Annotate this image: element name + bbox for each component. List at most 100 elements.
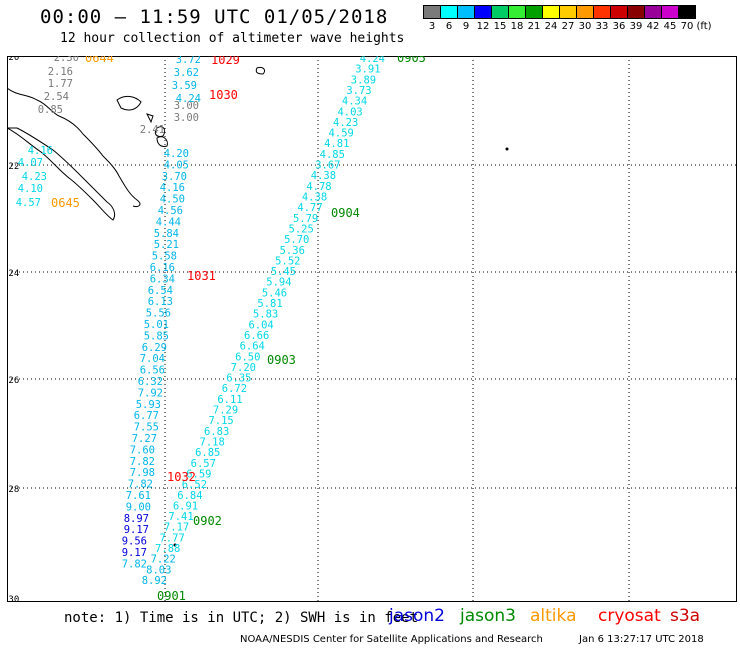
wave-height-label-left: 4.23 — [22, 171, 47, 183]
wave-height-label-track1: 3.72 — [176, 56, 201, 66]
wave-height-label-track2: 8.92 — [142, 575, 167, 587]
wave-height-label-track1: 9.00 — [126, 501, 151, 513]
wave-height-label-track1: 9.17 — [122, 547, 147, 559]
wave-height-label-track1: 6.77 — [134, 410, 159, 422]
wave-height-label-track2: 7.15 — [208, 415, 233, 427]
coastline — [116, 95, 142, 111]
wave-height-label-track2: 6.11 — [217, 394, 242, 406]
wave-height-label-left: 4.07 — [18, 157, 43, 169]
colorbar-swatch — [576, 5, 594, 19]
footer-credit: NOAA/NESDIS Center for Satellite Applica… — [240, 634, 543, 645]
page-title: 00:00 – 11:59 UTC 01/05/2018 — [40, 6, 389, 28]
wave-height-label-track1: 6.16 — [150, 262, 175, 274]
coastline — [255, 67, 266, 75]
colorbar-tick-label: 33 — [595, 21, 609, 32]
map-plot: 165168171174177-20-22-24-26-28-302.302.1… — [7, 56, 737, 602]
wave-height-label-track1: 7.82 — [130, 456, 155, 468]
wave-height-label-track2: 4.81 — [324, 138, 349, 150]
wave-height-label-track2: 4.77 — [297, 202, 322, 214]
colorbar-swatch — [508, 5, 526, 19]
coastline — [7, 127, 116, 221]
wave-height-label-track2: 5.83 — [253, 309, 278, 321]
time-label: 0644 — [85, 56, 114, 65]
wave-height-label-track2: 6.50 — [235, 351, 260, 363]
wave-height-label-track2: 7.18 — [200, 437, 225, 449]
colorbar-swatch — [542, 5, 560, 19]
wave-height-label-gray: 2.41 — [140, 124, 165, 136]
wave-height-label-track1: 3.59 — [172, 80, 197, 92]
wave-height-label-track2: 7.22 — [151, 554, 176, 566]
wave-height-label-track1: 6.34 — [150, 273, 175, 285]
wave-height-label-gray: 1.77 — [48, 78, 73, 90]
island-dot — [505, 147, 509, 151]
wave-height-label-gray: 2.54 — [44, 91, 69, 103]
wave-height-label-track2: 5.45 — [271, 266, 296, 278]
wave-height-label-gray: 0.85 — [38, 104, 63, 116]
wave-height-label-track2: 5.25 — [289, 223, 314, 235]
wave-height-label-track1: 5.85 — [144, 330, 169, 342]
wave-height-label-track2: 8.03 — [146, 564, 171, 576]
wave-height-label-track1: 7.55 — [134, 422, 159, 434]
colorbar-swatch — [440, 5, 458, 19]
coastline — [146, 113, 154, 124]
wave-height-label-left: 4.10 — [18, 183, 43, 195]
wave-height-label-track2: 5.94 — [266, 277, 291, 289]
time-label: 1031 — [187, 269, 216, 283]
wave-height-label-track1: 5.84 — [154, 228, 179, 240]
footer-timestamp: Jan 6 13:27:17 UTC 2018 — [579, 634, 704, 645]
wave-height-label-track1: 6.13 — [148, 296, 173, 308]
lat-tick-label: -26 — [7, 376, 19, 386]
colorbar-swatch — [644, 5, 662, 19]
colorbar-swatch — [661, 5, 679, 19]
colorbar-unit: (ft) — [696, 21, 712, 32]
time-label: 1030 — [209, 88, 238, 102]
time-label: 1029 — [211, 56, 240, 67]
wave-height-label-track1: 7.27 — [132, 433, 157, 445]
wave-height-label-left: 4.16 — [28, 145, 53, 157]
island-dot — [173, 543, 177, 547]
time-label: 0902 — [193, 514, 222, 528]
wave-height-label-track1: 4.56 — [158, 205, 183, 217]
colorbar-tick-label: 36 — [612, 21, 626, 32]
wave-height-label-track1: 4.16 — [160, 182, 185, 194]
colorbar-tick-label: 24 — [544, 21, 558, 32]
wave-height-label-track1: 6.32 — [138, 376, 163, 388]
satellite-legend-jason3: jason3 — [460, 606, 516, 626]
colorbar-tick-label: 27 — [561, 21, 575, 32]
colorbar-tick-label: 70 — [680, 21, 694, 32]
map-frame — [7, 56, 737, 602]
page-subtitle: 12 hour collection of altimeter wave hei… — [60, 31, 405, 46]
colorbar-swatch — [457, 5, 475, 19]
wave-height-label-track1: 5.56 — [146, 308, 171, 320]
colorbar-tick-label: 42 — [646, 21, 660, 32]
time-label: 0904 — [331, 206, 360, 220]
wave-height-label-track2: 7.29 — [213, 405, 238, 417]
time-label: 0905 — [397, 56, 426, 65]
colorbar-tick-label: 18 — [510, 21, 524, 32]
wave-height-label-track2: 7.41 — [168, 511, 193, 523]
wave-height-label-track2: 6.52 — [182, 479, 207, 491]
wave-height-label-track2: 6.59 — [186, 468, 211, 480]
wave-height-label-track2: 3.73 — [346, 85, 371, 97]
time-label: 0645 — [51, 196, 80, 210]
wave-height-label-track2: 6.72 — [222, 383, 247, 395]
colorbar-labels: 3 6 9 12 15 18 21 24 27 30 33 36 39 42 45 70 (ft) — [423, 21, 740, 35]
wave-height-label-track1: 6.29 — [142, 342, 167, 354]
wave-height-label-track1: 9.56 — [122, 536, 147, 548]
colorbar-tick-label: 21 — [527, 21, 541, 32]
wave-height-label-track2: 5.46 — [262, 287, 287, 299]
lat-tick-label: -30 — [7, 595, 19, 602]
footer-note: note: 1) Time is in UTC; 2) SWH is in fe… — [64, 610, 419, 626]
colorbar — [423, 5, 696, 19]
colorbar-tick-label: 6 — [445, 21, 453, 32]
wave-height-label-left: 4.57 — [16, 197, 41, 209]
wave-height-label-track2: 7.77 — [159, 532, 184, 544]
colorbar-tick-label: 12 — [476, 21, 490, 32]
wave-height-label-track2: 7.17 — [164, 522, 189, 534]
colorbar-swatch — [423, 5, 441, 19]
wave-height-label-track1: 3.62 — [174, 67, 199, 79]
wave-height-label-track2: 4.24 — [360, 56, 385, 65]
wave-height-label-track2: 4.38 — [311, 170, 336, 182]
coastline — [7, 87, 141, 207]
wave-height-label-track1: 7.61 — [126, 490, 151, 502]
